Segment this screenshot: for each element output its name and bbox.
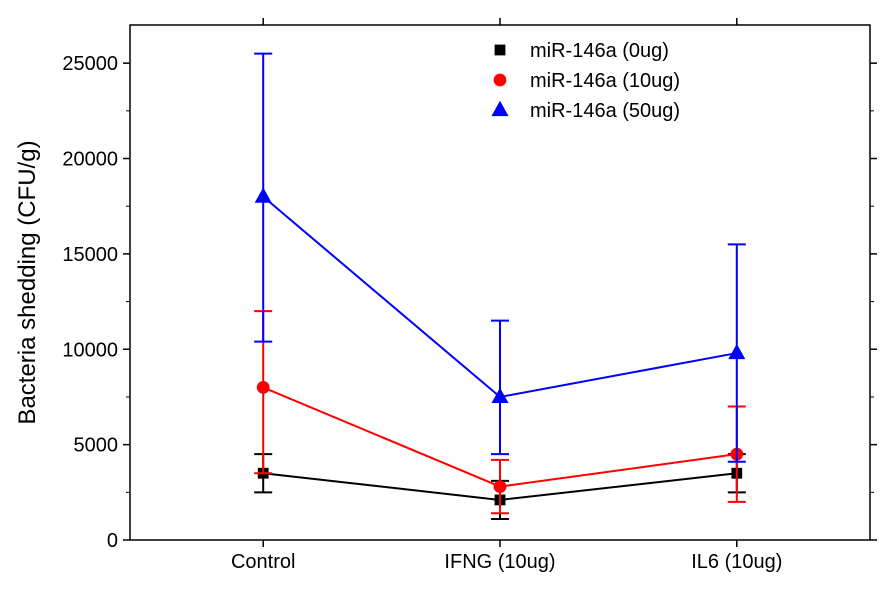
legend-label: miR-146a (0ug) bbox=[530, 40, 669, 62]
xtick-label: Control bbox=[231, 551, 295, 573]
chart-container: 0 5000 10000 15000 20000 25000 Control IFNG (10… bbox=[0, 0, 894, 605]
xtick-label: IL6 (10ug) bbox=[691, 551, 782, 573]
ytick-label: 10000 bbox=[62, 339, 118, 361]
marker-triangle bbox=[729, 345, 744, 359]
legend-item: miR-146a (10ug) bbox=[494, 70, 680, 92]
ytick-label: 20000 bbox=[62, 149, 118, 171]
ytick-label: 0 bbox=[107, 530, 118, 552]
marker-triangle bbox=[492, 102, 507, 116]
marker-circle bbox=[494, 74, 506, 86]
legend-item: miR-146a (0ug) bbox=[495, 40, 669, 62]
marker-circle bbox=[257, 382, 269, 394]
ytick-label: 15000 bbox=[62, 244, 118, 266]
chart-svg: 0 5000 10000 15000 20000 25000 Control IFNG (10… bbox=[0, 0, 894, 605]
legend-label: miR-146a (50ug) bbox=[530, 100, 680, 122]
xtick-label: IFNG (10ug) bbox=[444, 551, 555, 573]
legend-label: miR-146a (10ug) bbox=[530, 70, 680, 92]
ytick-label: 25000 bbox=[62, 53, 118, 75]
marker-square bbox=[495, 45, 505, 55]
y-axis-label: Bacteria shedding (CFU/g) bbox=[14, 140, 41, 424]
marker-triangle bbox=[256, 188, 271, 202]
legend-item: miR-146a (50ug) bbox=[492, 100, 680, 122]
marker-circle bbox=[494, 481, 506, 493]
ytick-label: 5000 bbox=[74, 435, 119, 457]
